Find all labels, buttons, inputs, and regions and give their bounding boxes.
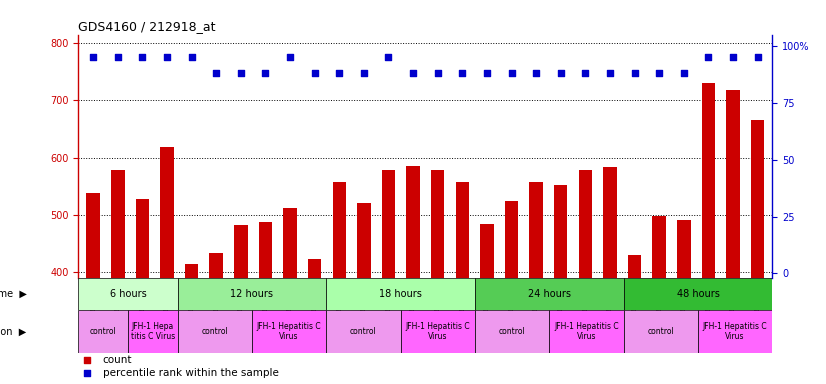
Bar	[283, 207, 297, 278]
Text: 12 hours: 12 hours	[230, 289, 273, 299]
Text: time  ▶: time ▶	[0, 289, 26, 299]
Point	[505, 70, 518, 76]
Bar	[505, 201, 518, 278]
Bar	[480, 224, 494, 278]
Point	[751, 54, 764, 60]
Bar	[78, 310, 128, 353]
Bar	[333, 182, 346, 278]
Text: JFH-1 Hepatitis C
Virus: JFH-1 Hepatitis C Virus	[257, 322, 321, 341]
Point	[259, 70, 272, 76]
Text: control: control	[648, 327, 674, 336]
Text: infection  ▶: infection ▶	[0, 326, 26, 336]
Point	[333, 70, 346, 76]
Bar	[431, 170, 444, 278]
Bar	[259, 222, 273, 278]
Text: 48 hours: 48 hours	[676, 289, 719, 299]
Bar	[326, 310, 401, 353]
Text: JFH-1 Hepatitis C
Virus: JFH-1 Hepatitis C Virus	[406, 322, 470, 341]
Point	[80, 371, 93, 377]
Bar	[78, 278, 178, 310]
Point	[554, 70, 567, 76]
Point	[80, 357, 93, 363]
Bar	[475, 310, 549, 353]
Text: GDS4160 / 212918_at: GDS4160 / 212918_at	[78, 20, 216, 33]
Point	[406, 70, 420, 76]
Bar	[698, 310, 772, 353]
Point	[87, 54, 100, 60]
Point	[160, 54, 173, 60]
Point	[702, 54, 715, 60]
Text: control: control	[499, 327, 525, 336]
Bar	[653, 216, 666, 278]
Bar	[624, 310, 698, 353]
Bar	[326, 278, 475, 310]
Bar	[603, 167, 617, 278]
Bar	[701, 83, 715, 278]
Point	[529, 70, 543, 76]
Point	[603, 70, 616, 76]
Text: 18 hours: 18 hours	[379, 289, 422, 299]
Bar	[406, 166, 420, 278]
Point	[358, 70, 371, 76]
Bar	[529, 182, 543, 278]
Text: JFH-1 Hepatitis C
Virus: JFH-1 Hepatitis C Virus	[703, 322, 767, 341]
Point	[382, 54, 395, 60]
Point	[112, 54, 125, 60]
Bar	[178, 278, 326, 310]
Point	[308, 70, 321, 76]
Point	[726, 54, 739, 60]
Text: control: control	[202, 327, 228, 336]
Bar	[554, 185, 567, 278]
Text: percentile rank within the sample: percentile rank within the sample	[102, 369, 278, 379]
Text: control: control	[350, 327, 377, 336]
Bar	[178, 310, 252, 353]
Point	[283, 54, 297, 60]
Text: 24 hours: 24 hours	[528, 289, 571, 299]
Bar	[128, 310, 178, 353]
Text: JFH-1 Hepatitis C
Virus: JFH-1 Hepatitis C Virus	[554, 322, 619, 341]
Bar	[357, 204, 371, 278]
Point	[653, 70, 666, 76]
Bar	[401, 310, 475, 353]
Point	[480, 70, 493, 76]
Bar	[210, 253, 223, 278]
Text: control: control	[90, 327, 116, 336]
Bar	[252, 310, 326, 353]
Bar	[578, 170, 592, 278]
Point	[135, 54, 149, 60]
Bar	[185, 264, 198, 278]
Bar	[135, 199, 150, 278]
Bar	[111, 170, 125, 278]
Point	[235, 70, 248, 76]
Bar	[160, 147, 173, 278]
Bar	[624, 278, 772, 310]
Point	[628, 70, 641, 76]
Bar	[475, 278, 624, 310]
Bar	[726, 90, 740, 278]
Text: 6 hours: 6 hours	[110, 289, 146, 299]
Bar	[87, 193, 100, 278]
Text: JFH-1 Hepa
titis C Virus: JFH-1 Hepa titis C Virus	[131, 322, 175, 341]
Point	[677, 70, 691, 76]
Bar	[234, 225, 248, 278]
Bar	[549, 310, 624, 353]
Bar	[751, 121, 764, 278]
Bar	[455, 182, 469, 278]
Point	[579, 70, 592, 76]
Point	[185, 54, 198, 60]
Point	[431, 70, 444, 76]
Point	[210, 70, 223, 76]
Bar	[382, 170, 396, 278]
Bar	[628, 255, 641, 278]
Point	[456, 70, 469, 76]
Bar	[677, 220, 691, 278]
Bar	[308, 259, 321, 278]
Text: count: count	[102, 355, 132, 365]
